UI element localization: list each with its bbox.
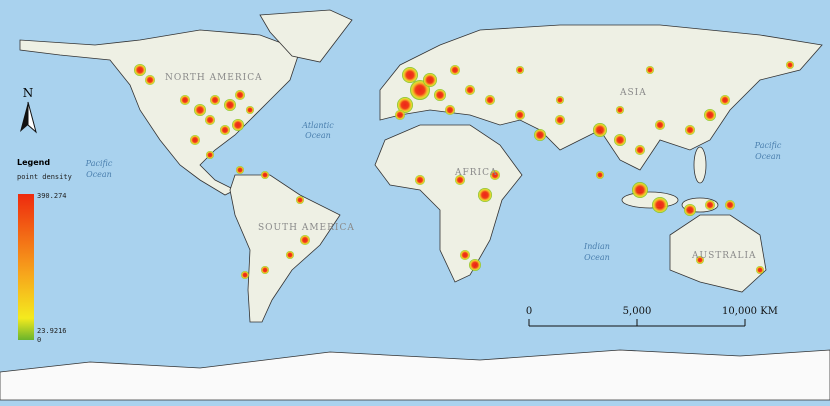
ocean-label: Ocean	[86, 170, 112, 179]
hotspot	[490, 170, 500, 180]
hotspot	[534, 129, 546, 141]
hotspot	[190, 135, 200, 145]
hotspot	[415, 175, 425, 185]
hotspot	[632, 182, 648, 198]
hotspot	[596, 171, 604, 179]
africa	[374, 124, 523, 283]
scale-label: 5,000	[623, 306, 652, 317]
legend-min: 23.9216	[37, 327, 67, 335]
ocean-label: Pacific	[754, 141, 782, 150]
region-label: ASIA	[619, 88, 647, 98]
arrow-half	[20, 102, 28, 132]
hotspot	[516, 66, 524, 74]
ocean-label: Ocean	[305, 131, 331, 140]
antarctica	[0, 349, 830, 401]
hotspot	[646, 66, 654, 74]
region-label: AUSTRALIA	[691, 251, 757, 261]
greenland	[259, 9, 353, 63]
hotspot	[194, 104, 206, 116]
hotspot	[395, 110, 405, 120]
arrow-half	[27, 101, 37, 134]
hotspot	[652, 197, 668, 213]
hotspot	[397, 97, 413, 113]
hotspot	[684, 204, 696, 216]
hotspot	[206, 151, 214, 159]
hotspot	[410, 80, 430, 100]
north-label: N	[23, 86, 34, 100]
hotspot	[696, 256, 704, 264]
hotspot	[241, 271, 249, 279]
ocean-label: Pacific	[85, 159, 113, 168]
hotspot	[210, 95, 220, 105]
hotspot	[616, 106, 624, 114]
hotspot	[555, 115, 565, 125]
hotspot	[134, 64, 146, 76]
hotspot	[485, 95, 495, 105]
hotspot	[205, 115, 215, 125]
eurasia	[379, 24, 823, 171]
hotspot	[655, 120, 665, 130]
hotspot	[469, 259, 481, 271]
hotspot	[593, 123, 607, 137]
region-label: NORTH AMERICA	[165, 73, 263, 83]
legend-max: 390.274	[37, 192, 67, 200]
australia	[669, 214, 767, 293]
north-arrow: N	[20, 86, 37, 134]
legend-ramp	[18, 194, 34, 340]
hotspot	[450, 65, 460, 75]
hotspot	[465, 85, 475, 95]
hotspot	[232, 119, 244, 131]
land	[0, 9, 830, 401]
hotspot	[246, 106, 254, 114]
ocean-label: Indian	[583, 242, 610, 251]
hotspot	[515, 110, 525, 120]
ocean-label: Atlantic	[301, 121, 334, 130]
hotspot	[145, 75, 155, 85]
ocean-label: Ocean	[584, 253, 610, 262]
region-label: AFRICA	[454, 168, 497, 178]
hotspot	[478, 188, 492, 202]
scale-bar: 0 5,000 10,000 KM	[526, 306, 778, 327]
scale-label: 0	[526, 306, 532, 317]
hotspot	[756, 266, 764, 274]
hotspot	[614, 134, 626, 146]
hotspot	[445, 105, 455, 115]
hotspot	[635, 145, 645, 155]
hotspot	[556, 96, 564, 104]
legend-zero: 0	[37, 336, 41, 344]
scale-label: 10,000 KM	[722, 306, 778, 317]
hotspot	[455, 175, 465, 185]
hotspot	[705, 200, 715, 210]
hotspot	[434, 89, 446, 101]
ocean-label: Ocean	[755, 152, 781, 161]
legend-title: Legend	[17, 158, 50, 167]
hotspot	[286, 251, 294, 259]
hotspot	[224, 99, 236, 111]
hotspot	[402, 67, 418, 83]
region-label: SOUTH AMERICA	[258, 223, 355, 233]
legend: Legend point density 390.274 23.9216 0	[17, 158, 72, 344]
indonesia	[621, 191, 679, 209]
hotspots	[134, 61, 794, 279]
hotspot	[261, 171, 269, 179]
legend-subtitle: point density	[17, 173, 72, 181]
hotspot	[786, 61, 794, 69]
hotspot	[220, 125, 230, 135]
hotspot	[236, 166, 244, 174]
hotspot	[423, 73, 437, 87]
hotspot	[725, 200, 735, 210]
hotspot	[704, 109, 716, 121]
hotspot	[460, 250, 470, 260]
philippines	[693, 146, 707, 184]
south-america	[229, 174, 341, 323]
hotspot	[685, 125, 695, 135]
hotspot	[261, 266, 269, 274]
hotspot	[296, 196, 304, 204]
hotspot	[300, 235, 310, 245]
hotspot	[235, 90, 245, 100]
hotspot	[720, 95, 730, 105]
hotspot	[180, 95, 190, 105]
